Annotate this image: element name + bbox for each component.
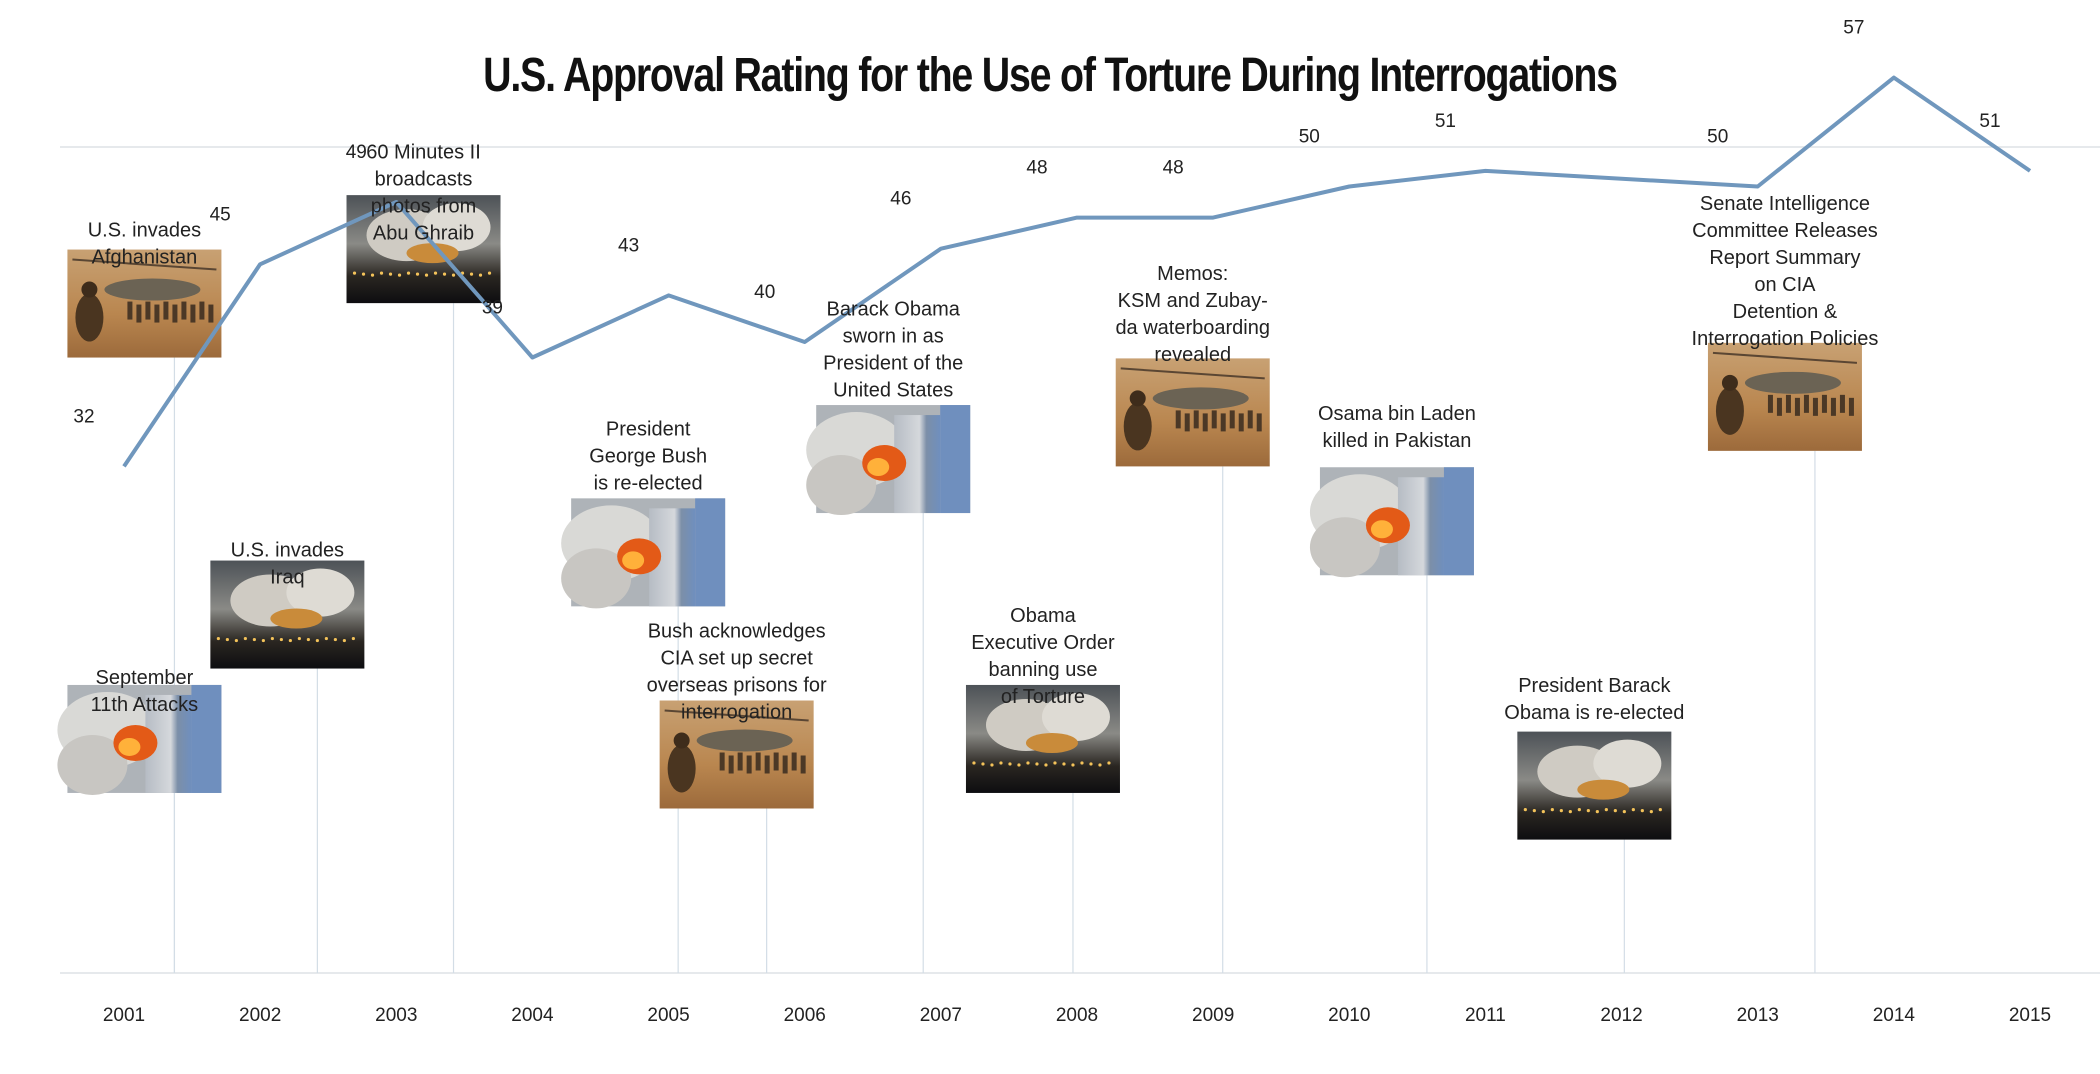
x-tick-label: 2004 [511, 1005, 554, 1026]
value-label: 48 [1163, 158, 1184, 179]
value-label: 40 [754, 282, 775, 303]
x-tick-label: 2007 [920, 1005, 962, 1026]
burning-city-photo [210, 560, 365, 669]
event-annotation-2: U.S. invades Afghanistan [88, 219, 201, 268]
value-labels: 32 45 49 39 43 40 46 48 48 50 51 50 57 51 [73, 18, 2000, 428]
tower-fire-photo [806, 405, 971, 516]
helicopter-troops-photo [659, 700, 814, 809]
value-label: 48 [1026, 158, 1047, 179]
value-label: 32 [73, 406, 94, 427]
value-label: 43 [618, 235, 639, 256]
event-annotations: September 11th Attacks U.S. invades Afghani… [88, 142, 1879, 724]
value-label: 57 [1843, 18, 1864, 39]
x-tick-label: 2001 [103, 1005, 145, 1026]
value-label: 49 [346, 142, 367, 163]
x-axis-ticks: 2001 2002 2003 2004 2005 2006 2007 2008 2009 2010… [103, 1005, 2051, 1026]
event-annotation-6: Bush acknowledges CIA set up secret overse… [647, 620, 827, 723]
x-tick-label: 2009 [1192, 1005, 1234, 1026]
chart-title: U.S. Approval Rating for the Use of Tort… [483, 49, 1618, 102]
event-annotation-8: Obama Executive Order banning use of Tortur… [971, 605, 1115, 708]
tower-fire-photo [561, 498, 726, 609]
value-label: 46 [890, 189, 911, 210]
burning-city-photo [965, 684, 1120, 793]
event-annotation-11: President Barack Obama is re-elected [1504, 675, 1684, 724]
annotation-photos [57, 195, 1862, 840]
x-tick-label: 2014 [1873, 1005, 1916, 1026]
helicopter-troops-photo [67, 249, 222, 358]
x-tick-label: 2002 [239, 1005, 281, 1026]
x-tick-label: 2011 [1465, 1005, 1506, 1026]
event-annotation-7: Barack Obama sworn in as President of the U… [823, 299, 963, 402]
helicopter-troops-photo [1707, 342, 1862, 451]
event-annotation-12: Senate Intelligence Committee Releases Rep… [1692, 193, 1879, 350]
event-annotation-5: President George Bush is re-elected [589, 418, 707, 494]
event-annotation-4: 60 Minutes II broadcasts photos from Abu Gh… [366, 142, 481, 245]
value-label: 50 [1299, 127, 1320, 148]
value-label: 50 [1707, 127, 1728, 148]
x-tick-label: 2003 [375, 1005, 417, 1026]
burning-city-photo [1517, 731, 1672, 840]
x-tick-label: 2012 [1600, 1005, 1642, 1026]
value-label: 51 [1979, 111, 2000, 132]
value-label: 45 [210, 204, 231, 225]
event-annotation-9: Memos: KSM and Zubay-da waterboarding reve… [1115, 263, 1270, 366]
value-label: 51 [1435, 111, 1456, 132]
x-tick-label: 2005 [647, 1005, 689, 1026]
annotation-connectors [173, 303, 1816, 973]
x-tick-label: 2015 [2009, 1005, 2051, 1026]
x-tick-label: 2006 [784, 1005, 826, 1026]
series-line [122, 75, 2032, 468]
tower-fire-photo [57, 684, 222, 795]
event-annotation-10: Osama bin Laden killed in Pakistan [1318, 403, 1476, 452]
value-label: 39 [482, 298, 503, 319]
x-tick-label: 2008 [1056, 1005, 1098, 1026]
event-annotation-3: U.S. invades Iraq [231, 540, 344, 589]
x-tick-label: 2010 [1328, 1005, 1370, 1026]
x-tick-label: 2013 [1737, 1005, 1779, 1026]
tower-fire-photo [1309, 467, 1474, 578]
helicopter-troops-photo [1115, 358, 1270, 467]
event-annotation-1: September 11th Attacks [91, 667, 198, 716]
